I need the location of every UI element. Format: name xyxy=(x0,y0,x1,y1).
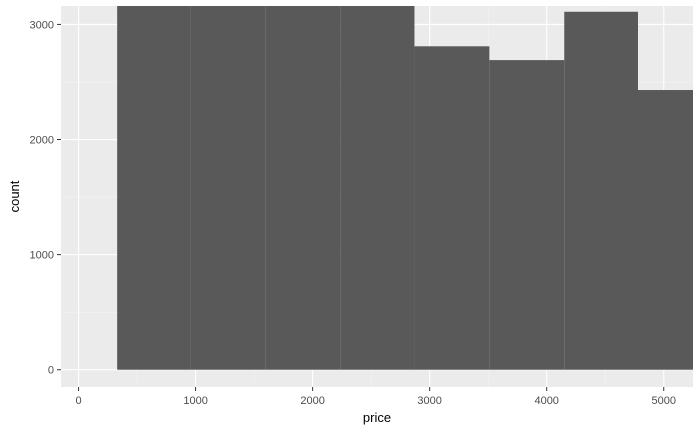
histogram-bar xyxy=(637,90,693,370)
x-axis-title: price xyxy=(363,410,391,425)
histogram-bar xyxy=(414,46,490,370)
x-tick-label: 0 xyxy=(75,395,81,407)
x-tick-label: 5000 xyxy=(651,395,675,407)
histogram-bars xyxy=(117,6,693,370)
x-axis-ticks: 0 1000 2000 3000 4000 5000 xyxy=(75,387,676,407)
y-axis-ticks: 0 1000 2000 3000 xyxy=(30,19,61,377)
histogram-bar xyxy=(564,11,638,370)
y-tick-label: 0 xyxy=(48,365,54,377)
y-tick-label: 2000 xyxy=(30,135,54,147)
x-tick-label: 1000 xyxy=(183,395,207,407)
y-tick-label: 3000 xyxy=(30,19,54,31)
y-axis-title: count xyxy=(7,180,22,212)
histogram-bar xyxy=(190,6,266,370)
x-tick-label: 3000 xyxy=(417,395,441,407)
x-tick-label: 4000 xyxy=(534,395,558,407)
y-tick-label: 1000 xyxy=(30,250,54,262)
histogram-bar xyxy=(117,6,191,370)
histogram-bar xyxy=(489,60,565,370)
histogram-bar xyxy=(340,6,415,370)
x-tick-label: 2000 xyxy=(300,395,324,407)
histogram-bar xyxy=(265,6,341,370)
